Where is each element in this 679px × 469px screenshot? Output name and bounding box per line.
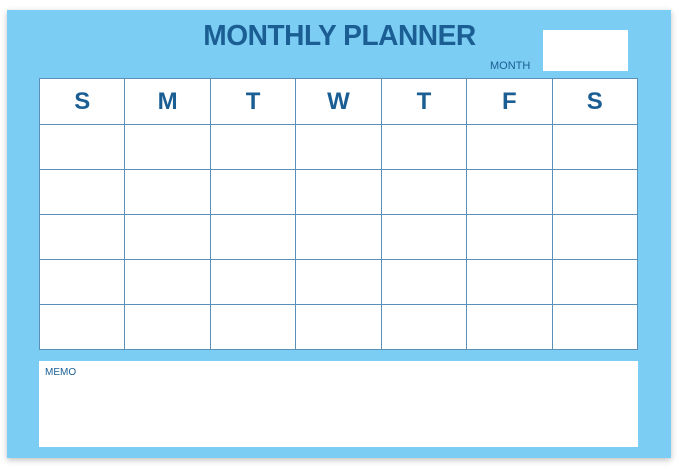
day-cell[interactable]: [380, 169, 468, 215]
day-cell[interactable]: [209, 169, 297, 215]
day-cell[interactable]: [209, 304, 297, 350]
month-label: MONTH: [490, 60, 531, 72]
week-row: [38, 304, 639, 350]
day-cell[interactable]: [124, 259, 211, 305]
day-cell[interactable]: [551, 214, 639, 260]
day-cell[interactable]: [209, 259, 297, 305]
day-cell[interactable]: [38, 214, 126, 260]
day-cell[interactable]: [551, 169, 639, 215]
day-cell[interactable]: [124, 214, 211, 260]
day-cell[interactable]: [38, 259, 126, 305]
day-cell[interactable]: [466, 124, 553, 170]
weekday-header: T: [209, 78, 297, 125]
day-cell[interactable]: [295, 304, 382, 350]
weekday-header: S: [551, 78, 639, 125]
day-cell[interactable]: [38, 124, 126, 170]
day-cell[interactable]: [380, 214, 468, 260]
day-cell[interactable]: [38, 304, 126, 350]
day-cell[interactable]: [209, 214, 297, 260]
day-cell[interactable]: [466, 304, 553, 350]
planner-title: MONTHLY PLANNER: [203, 20, 476, 52]
day-cell[interactable]: [124, 169, 211, 215]
memo-label: MEMO: [45, 367, 77, 378]
day-cell[interactable]: [466, 169, 553, 215]
week-row: [38, 214, 639, 260]
week-row: [38, 259, 639, 305]
day-cell[interactable]: [124, 304, 211, 350]
day-cell[interactable]: [466, 259, 553, 305]
day-cell[interactable]: [551, 304, 639, 350]
day-cell[interactable]: [295, 214, 382, 260]
day-cell[interactable]: [380, 259, 468, 305]
day-cell[interactable]: [380, 124, 468, 170]
weekday-header: W: [295, 78, 382, 125]
day-cell[interactable]: [295, 259, 382, 305]
day-cell[interactable]: [551, 124, 639, 170]
day-cell[interactable]: [209, 124, 297, 170]
memo-area[interactable]: MEMO: [39, 361, 638, 447]
week-row: [38, 169, 639, 215]
day-cell[interactable]: [295, 169, 382, 215]
month-field[interactable]: [543, 30, 628, 71]
weekday-header: T: [380, 78, 468, 125]
day-cell[interactable]: [551, 259, 639, 305]
day-cell[interactable]: [124, 124, 211, 170]
weekday-header: M: [124, 78, 211, 125]
weekday-header: F: [466, 78, 553, 125]
day-cell[interactable]: [38, 169, 126, 215]
day-cell[interactable]: [380, 304, 468, 350]
day-cell[interactable]: [466, 214, 553, 260]
weekday-header: S: [38, 78, 126, 125]
week-row: [38, 124, 639, 170]
day-cell[interactable]: [295, 124, 382, 170]
